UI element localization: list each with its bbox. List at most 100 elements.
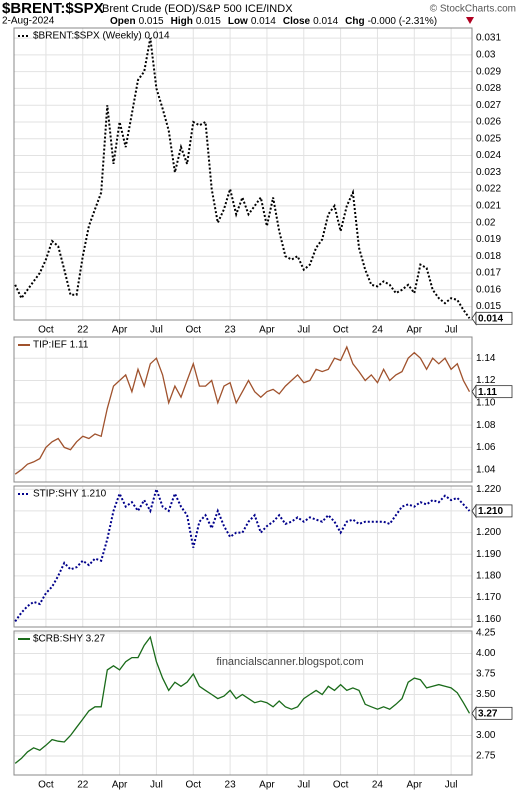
badge-box	[475, 706, 513, 720]
x-tick-label: Jul	[150, 780, 163, 791]
y-tick-label: 0.015	[476, 301, 501, 312]
x-tick-label: Apr	[407, 780, 423, 791]
legend-label: STIP:SHY 1.210	[33, 489, 107, 500]
y-tick-label: 0.026	[476, 117, 501, 128]
y-tick-label: 1.10	[476, 397, 496, 408]
series-line	[14, 635, 471, 764]
x-tick-label: Oct	[185, 780, 201, 791]
y-tick-label: 1.160	[476, 614, 501, 625]
badge-pointer	[471, 311, 477, 326]
series-line	[14, 345, 471, 475]
series-line	[14, 37, 471, 319]
y-tick-label: 0.029	[476, 66, 501, 77]
y-tick-label: 0.027	[476, 100, 501, 111]
y-tick-label: 0.016	[476, 284, 501, 295]
y-tick-label: 1.180	[476, 571, 501, 582]
x-tick-label: Oct	[185, 325, 201, 336]
quote-label: Close	[283, 16, 311, 27]
badge-box	[475, 504, 513, 518]
panel-frame	[13, 336, 473, 483]
y-tick-label: 0.028	[476, 83, 501, 94]
x-tick-label: 23	[225, 325, 237, 336]
y-tick-label: 1.170	[476, 592, 501, 603]
y-tick-label: 1.14	[476, 353, 496, 364]
quote: Open 0.015 High 0.015 Low 0.014 Close 0.014 Chg -…	[110, 16, 437, 27]
badge-label: 1.11	[478, 387, 497, 398]
quote-label: Low	[228, 16, 248, 27]
x-tick-label: Oct	[333, 325, 349, 336]
x-tick-label: Apr	[112, 325, 128, 336]
badge-label: 3.27	[478, 708, 498, 719]
y-tick-label: 3.75	[476, 669, 496, 680]
x-tick-label: Jul	[297, 780, 310, 791]
y-tick-label: 0.02	[476, 217, 496, 228]
y-tick-label: 1.04	[476, 464, 496, 475]
x-tick-label: 23	[225, 780, 237, 791]
x-tick-label: 24	[372, 325, 384, 336]
date: 2-Aug-2024	[2, 16, 55, 27]
badge-pointer	[471, 384, 477, 399]
y-tick-label: 4.00	[476, 648, 496, 659]
panel-frame	[13, 485, 473, 628]
x-tick-label: 22	[77, 780, 89, 791]
x-tick-label: 22	[77, 325, 89, 336]
x-tick-label: Jul	[445, 780, 458, 791]
quote-value: -0.000 (-2.31%)	[368, 16, 437, 27]
y-tick-label: 2.75	[476, 751, 496, 762]
badge-label: 0.014	[478, 313, 503, 324]
y-tick-label: 0.03	[476, 49, 496, 60]
x-tick-label: Apr	[407, 325, 423, 336]
y-tick-label: 0.024	[476, 150, 501, 161]
y-tick-label: 1.06	[476, 442, 496, 453]
x-tick-label: Oct	[333, 780, 349, 791]
x-tick-label: Apr	[112, 780, 128, 791]
legend-label: TIP:IEF 1.11	[33, 340, 89, 351]
x-tick-label: Jul	[297, 325, 310, 336]
quote-label: Open	[110, 16, 136, 27]
badge-label: 1.210	[478, 506, 503, 517]
y-tick-label: 1.220	[476, 484, 501, 495]
down-arrow	[466, 17, 474, 24]
y-tick-label: 1.200	[476, 527, 501, 538]
y-tick-label: 0.022	[476, 184, 501, 195]
quote-value: 0.014	[313, 16, 338, 27]
x-tick-label: 24	[372, 780, 384, 791]
badge-box	[475, 311, 513, 325]
watermark: financialscanner.blogspot.com	[216, 656, 363, 668]
legend-label: $CRB:SHY 3.27	[33, 634, 106, 645]
series-line	[14, 485, 471, 622]
y-tick-label: 0.017	[476, 268, 501, 279]
panel-frame	[13, 630, 473, 776]
y-tick-label: 1.190	[476, 549, 501, 560]
y-tick-label: 3.50	[476, 689, 496, 700]
y-tick-label: 3.00	[476, 730, 496, 741]
y-tick-label: 0.023	[476, 167, 501, 178]
badge-pointer	[471, 706, 477, 721]
description: Brent Crude (EOD)/S&P 500 ICE/INDX	[102, 3, 293, 15]
x-tick-label: Jul	[150, 325, 163, 336]
y-tick-label: 1.08	[476, 420, 496, 431]
symbol: $BRENT:$SPX	[2, 0, 104, 17]
x-tick-label: Oct	[38, 325, 54, 336]
badge-pointer	[471, 503, 477, 519]
quote-value: 0.015	[196, 16, 221, 27]
quote-value: 0.014	[251, 16, 276, 27]
badge-box	[475, 385, 513, 399]
legend-label: $BRENT:$SPX (Weekly) 0.014	[33, 31, 170, 42]
x-tick-label: Jul	[445, 325, 458, 336]
x-tick-label: Apr	[259, 780, 275, 791]
y-tick-label: 0.019	[476, 234, 501, 245]
quote-label: High	[171, 16, 193, 27]
y-tick-label: 0.031	[476, 33, 501, 44]
credit: © StockCharts.com	[430, 4, 516, 15]
y-tick-label: 0.025	[476, 133, 501, 144]
quote-value: 0.015	[139, 16, 164, 27]
panel-frame	[13, 27, 473, 321]
x-tick-label: Oct	[38, 780, 54, 791]
y-tick-label: 0.018	[476, 251, 501, 262]
y-tick-label: 0.021	[476, 201, 501, 212]
x-tick-label: Apr	[259, 325, 275, 336]
y-tick-label: 4.25	[476, 628, 496, 639]
y-tick-label: 1.12	[476, 375, 496, 386]
